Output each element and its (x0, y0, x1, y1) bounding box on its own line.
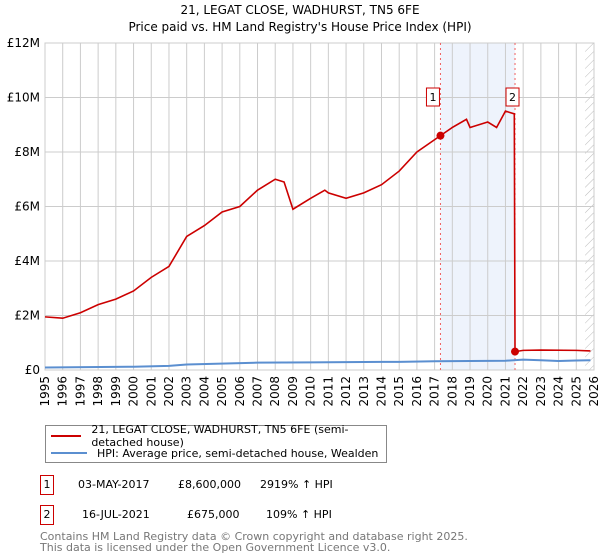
x-tick-label: 2019 (463, 376, 477, 407)
y-tick-label: £0 (25, 363, 40, 377)
sale-label: 2 (509, 91, 516, 104)
x-tick-label: 2012 (339, 376, 353, 407)
x-tick-label: 2022 (516, 376, 530, 407)
y-tick-label: £8M (14, 145, 40, 159)
legend-item-hpi: HPI: Average price, semi-detached house,… (46, 445, 378, 461)
x-tick-label: 2024 (552, 376, 566, 407)
x-tick-label: 2008 (268, 376, 282, 407)
price-chart: 21, LEGAT CLOSE, WADHURST, TN5 6FE Price… (7, 3, 600, 407)
chart-subtitle: Price paid vs. HM Land Registry's House … (128, 20, 471, 34)
x-tick-label: 1999 (109, 376, 123, 407)
y-tick-label: £12M (7, 36, 40, 50)
sale-hpi: 2919% ↑ HPI (260, 478, 333, 491)
sale-badge: 2 (40, 505, 54, 525)
sale-hpi: 109% ↑ HPI (266, 508, 332, 521)
property-price-line (44, 110, 591, 353)
x-tick-label: 2015 (392, 376, 406, 407)
x-tick-label: 2025 (569, 376, 583, 407)
x-tick-label: 1995 (38, 376, 52, 407)
legend-label: 21, LEGAT CLOSE, WADHURST, TN5 6FE (semi… (91, 423, 349, 449)
x-tick-label: 2016 (410, 376, 424, 407)
legend-swatch (51, 435, 82, 437)
x-tick-label: 2009 (286, 376, 300, 407)
x-tick-label: 2018 (445, 376, 459, 407)
x-tick-label: 2003 (180, 376, 194, 407)
x-tick-label: 1998 (91, 376, 105, 407)
legend-label: HPI: Average price, semi-detached house,… (97, 446, 379, 460)
x-tick-label: 1996 (56, 376, 70, 407)
x-tick-label: 2011 (321, 376, 335, 407)
sale-price: £8,600,000 (178, 478, 241, 491)
x-tick-label: 2006 (233, 376, 247, 407)
y-tick-label: £6M (14, 200, 40, 214)
sale-price: £675,000 (187, 508, 240, 521)
x-tick-label: 2017 (428, 376, 442, 407)
x-tick-label: 2010 (304, 376, 318, 407)
x-tick-label: 2023 (534, 376, 548, 407)
hpi-line (44, 358, 591, 369)
y-tick-label: £4M (14, 254, 40, 268)
sale-point (436, 131, 445, 140)
x-tick-label: 2001 (144, 376, 158, 407)
footer-line: This data is licensed under the Open Gov… (40, 541, 391, 554)
chart-title: 21, LEGAT CLOSE, WADHURST, TN5 6FE (180, 3, 419, 17)
legend: 21, LEGAT CLOSE, WADHURST, TN5 6FE (semi… (45, 423, 387, 463)
x-tick-label: 2007 (251, 376, 265, 407)
sale-date: 03-MAY-2017 (78, 478, 150, 491)
y-tick-label: £2M (14, 309, 40, 323)
sale-badge: 1 (40, 475, 54, 495)
x-tick-label: 2002 (162, 376, 176, 407)
x-tick-label: 2020 (481, 376, 495, 407)
legend-swatch (51, 452, 87, 454)
sale-point (511, 347, 520, 356)
sale-label: 1 (429, 91, 436, 104)
footer-line: Contains HM Land Registry data © Crown c… (40, 530, 468, 543)
legend-item-property: 21, LEGAT CLOSE, WADHURST, TN5 6FE (semi… (46, 423, 386, 449)
x-tick-label: 2014 (374, 376, 388, 407)
y-tick-label: £10M (7, 91, 40, 105)
sale-date: 16-JUL-2021 (82, 508, 150, 521)
x-tick-label: 1997 (73, 376, 87, 407)
x-tick-label: 2000 (127, 376, 141, 407)
plot-frame (44, 42, 595, 371)
x-tick-label: 2004 (197, 376, 211, 407)
x-tick-label: 2026 (587, 376, 600, 407)
footer: Contains HM Land Registry data © Crown c… (40, 531, 468, 553)
x-tick-label: 2021 (498, 376, 512, 407)
x-tick-label: 2013 (357, 376, 371, 407)
x-tick-label: 2005 (215, 376, 229, 407)
sale-label-box (425, 87, 440, 107)
sale-label-box (505, 87, 520, 107)
